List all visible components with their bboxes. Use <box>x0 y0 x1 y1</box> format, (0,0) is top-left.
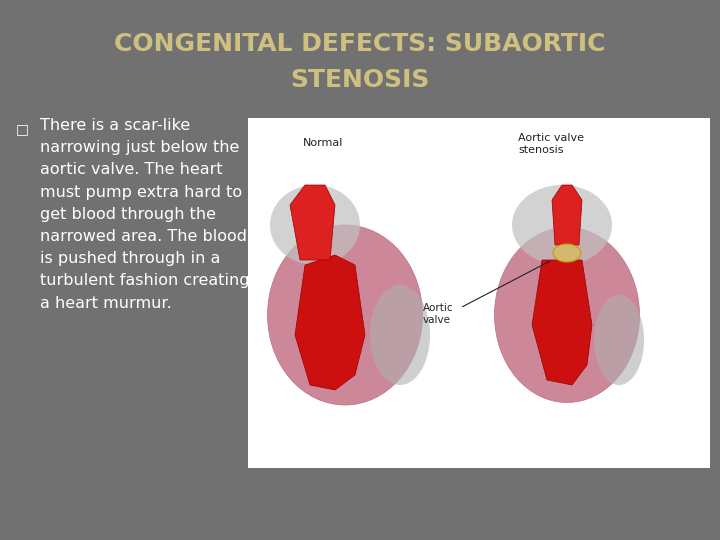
Text: There is a scar-like
narrowing just below the
aortic valve. The heart
must pump : There is a scar-like narrowing just belo… <box>40 118 250 310</box>
Text: Aortic valve
stenosis: Aortic valve stenosis <box>518 133 584 156</box>
Polygon shape <box>532 260 592 385</box>
Ellipse shape <box>512 185 612 265</box>
Text: Aortic
valve: Aortic valve <box>423 303 454 326</box>
Ellipse shape <box>370 285 430 385</box>
Polygon shape <box>552 185 582 245</box>
Polygon shape <box>290 185 335 260</box>
Text: Normal: Normal <box>303 138 343 148</box>
Text: CONGENITAL DEFECTS: SUBAORTIC: CONGENITAL DEFECTS: SUBAORTIC <box>114 32 606 56</box>
Ellipse shape <box>495 227 639 402</box>
Ellipse shape <box>268 225 423 405</box>
Bar <box>248 118 710 468</box>
Text: □: □ <box>15 122 29 136</box>
Text: STENOSIS: STENOSIS <box>290 68 430 92</box>
Polygon shape <box>295 255 365 390</box>
Ellipse shape <box>553 244 581 262</box>
Ellipse shape <box>270 185 360 265</box>
Ellipse shape <box>594 295 644 385</box>
